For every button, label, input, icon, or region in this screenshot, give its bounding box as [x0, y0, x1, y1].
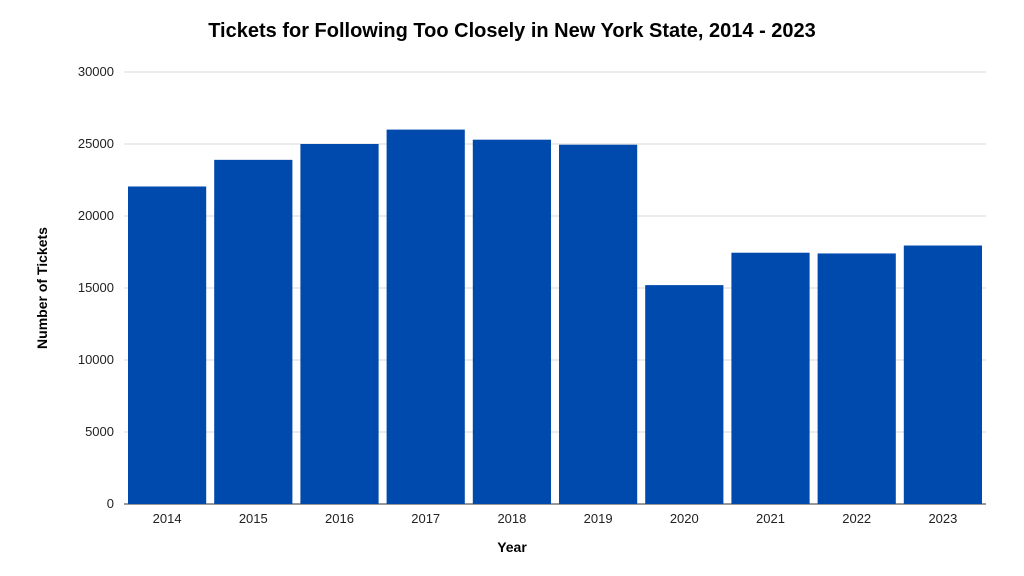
x-tick-label-2022: 2022 [842, 511, 871, 526]
x-tick-labels: 2014 2015 2016 2017 2018 2019 2020 2021 2022 2023 [153, 511, 958, 526]
bar-2017 [386, 129, 465, 504]
y-tick-label: 20000 [78, 208, 114, 223]
x-tick-label-2015: 2015 [239, 511, 268, 526]
bar-2016 [300, 144, 379, 504]
x-tick-label-2017: 2017 [411, 511, 440, 526]
y-tick-label: 5000 [85, 424, 114, 439]
chart-title: Tickets for Following Too Closely in New… [208, 20, 816, 42]
bar-2023 [903, 245, 982, 504]
y-tick-labels: 0 5000 10000 15000 20000 25000 30000 [78, 64, 114, 511]
y-axis-title: Number of Tickets [34, 227, 50, 349]
bar-2018 [472, 139, 551, 504]
y-tick-label: 0 [107, 496, 114, 511]
x-tick-label-2014: 2014 [153, 511, 182, 526]
x-tick-label-2016: 2016 [325, 511, 354, 526]
bar-2014 [128, 186, 207, 505]
bar-2015 [214, 159, 293, 504]
bars [128, 129, 982, 505]
y-tick-label: 25000 [78, 136, 114, 151]
bar-2022 [817, 253, 896, 504]
x-tick-label-2019: 2019 [584, 511, 613, 526]
bar-2019 [559, 144, 638, 504]
x-axis-title: Year [497, 539, 527, 555]
y-tick-label: 30000 [78, 64, 114, 79]
x-tick-label-2020: 2020 [670, 511, 699, 526]
x-tick-label-2021: 2021 [756, 511, 785, 526]
y-tick-label: 10000 [78, 352, 114, 367]
x-tick-label-2018: 2018 [497, 511, 526, 526]
bar-2020 [645, 285, 724, 504]
bar-2021 [731, 252, 810, 504]
y-tick-label: 15000 [78, 280, 114, 295]
x-tick-label-2023: 2023 [928, 511, 957, 526]
